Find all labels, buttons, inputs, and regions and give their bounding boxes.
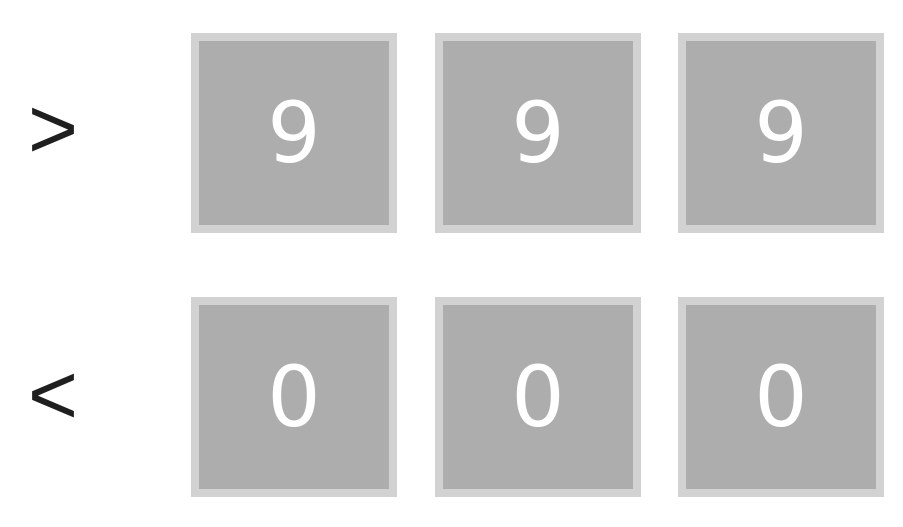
digit-box-3[interactable]: 0 [678, 297, 884, 497]
digit-value: 9 [267, 84, 321, 182]
greater-than-symbol: > [27, 81, 79, 177]
digit-box-2[interactable]: 9 [435, 33, 641, 233]
digit-value: 0 [754, 348, 808, 446]
digit-value: 9 [511, 84, 565, 182]
digit-value: 0 [267, 348, 321, 446]
digit-box-2[interactable]: 0 [435, 297, 641, 497]
digit-value: 0 [511, 348, 565, 446]
digit-box-1[interactable]: 0 [191, 297, 397, 497]
less-than-row: < 0 0 0 [0, 297, 903, 497]
digit-box-1[interactable]: 9 [191, 33, 397, 233]
digit-value: 9 [754, 84, 808, 182]
digit-box-3[interactable]: 9 [678, 33, 884, 233]
greater-than-row: > 9 9 9 [0, 33, 903, 233]
less-than-symbol: < [27, 347, 79, 443]
